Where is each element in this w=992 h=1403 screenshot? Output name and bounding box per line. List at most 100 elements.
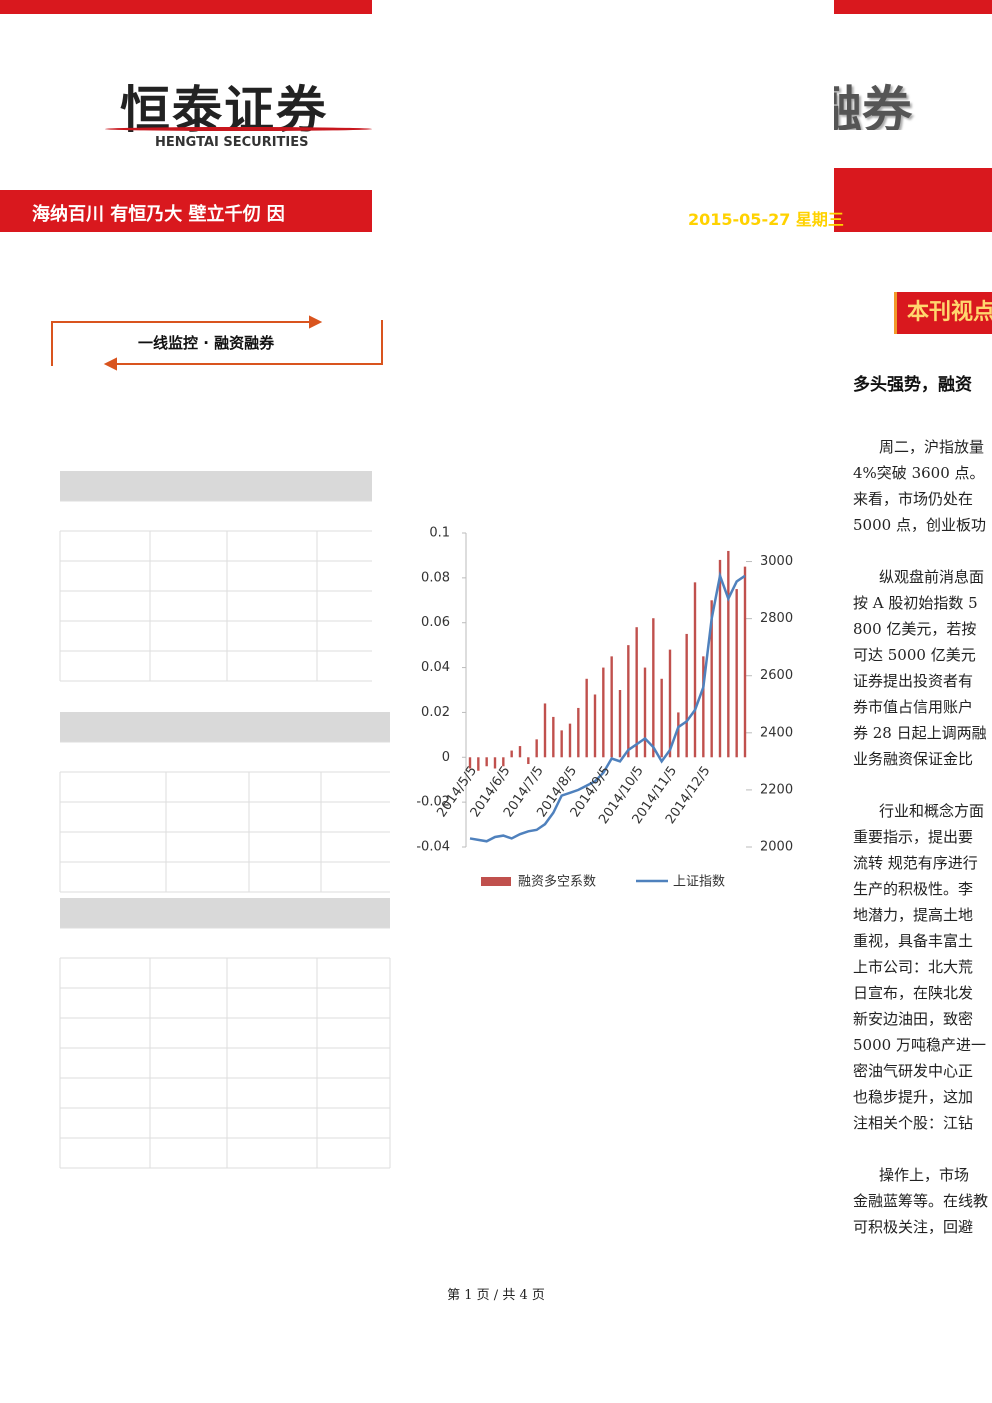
text-line: 800 亿美元，若按 [853, 620, 977, 638]
y-tick-label: 0.04 [421, 660, 450, 675]
text-line: 5000 点，创业板功 [853, 516, 986, 534]
bar [685, 633, 688, 758]
paragraph: 纵观盘前消息面按 A 股初始指数 5 800 亿美元，若按 可达 5000 亿美元证… [853, 564, 992, 772]
text-line: 新安边油田，致密 [853, 1010, 974, 1028]
text-line: 可积极关注，回避 [853, 1218, 974, 1236]
bar [643, 667, 647, 758]
y-tick-label: 0.1 [429, 526, 450, 541]
y-tick-label: -0.04 [416, 840, 450, 855]
bar [668, 649, 672, 758]
text-line: 证券提出投资者有 [853, 672, 974, 690]
paragraph: 行业和概念方面重要指示，提出要 流转 规范有序进行 生产的积极性。李 地潜力，提高土地… [853, 798, 992, 1136]
sidebar-headline: 多头强势，融资 [853, 375, 972, 395]
slogan: 海纳百川 有恒乃大 壁立千仞 因 [32, 204, 285, 225]
text-line: 注相关个股：江钻 [853, 1114, 974, 1132]
bar [610, 656, 613, 758]
bar [618, 690, 622, 758]
text-line: 流转 规范有序进行 [853, 854, 978, 872]
legend-label: 上证指数 [673, 875, 725, 890]
text-line: 生产的积极性。李 [853, 880, 974, 898]
text-line: 来看，市场仍处在 [853, 490, 974, 508]
brand-clip: 融券 [834, 70, 954, 130]
text-line: 行业和概念方面 [879, 802, 985, 820]
text-line: 纵观盘前消息面 [879, 568, 985, 586]
y-tick-label: -0.02 [416, 795, 450, 810]
paragraph: 周二，沪指放量 4%突破 3600 点。 来看，市场仍处在 5000 点，创业板功 [853, 434, 992, 538]
bar [568, 723, 572, 758]
text-line: 上市公司：北大荒 [853, 958, 974, 976]
text-line: 周二，沪指放量 [879, 438, 985, 456]
bar [585, 678, 588, 758]
date: 2015-05-27 星期三 [688, 210, 844, 229]
text-line: 日宣布，在陕北发 [853, 984, 974, 1002]
y2-tick-label: 2600 [760, 668, 793, 683]
frame-line [116, 320, 383, 365]
bar [543, 703, 547, 758]
bar [702, 656, 705, 758]
text-line: 券市值占信用账户 [853, 698, 974, 716]
bar [510, 750, 513, 758]
table-header [60, 712, 390, 742]
bar [527, 757, 530, 765]
frame-line [51, 321, 310, 366]
table-header [60, 471, 372, 501]
bar [743, 566, 747, 758]
bar [652, 618, 655, 758]
bar [552, 716, 555, 758]
bar [535, 739, 538, 758]
bar [693, 582, 697, 758]
y2-tick-label: 2000 [760, 840, 793, 855]
bar [735, 589, 738, 758]
bar [635, 627, 638, 758]
bar [727, 550, 730, 758]
bar [677, 712, 680, 758]
top-bar [0, 0, 372, 14]
table-header [60, 898, 390, 928]
line [469, 571, 746, 843]
date-band [834, 168, 992, 232]
bar [485, 757, 488, 767]
text-line: 密油气研发中心正 [853, 1062, 974, 1080]
slogan-band [0, 190, 372, 232]
bar [627, 645, 630, 758]
y2-tick-label: 2200 [760, 782, 793, 797]
bar [718, 559, 722, 758]
top-bar [834, 0, 992, 14]
footer: 第 1 页 / 共 4 页 [447, 1288, 545, 1303]
section-frame [51, 315, 383, 371]
bar [710, 600, 713, 758]
y-tick-label: 0.08 [421, 570, 450, 585]
frame-arrow [103, 357, 117, 371]
text-line: 金融蓝筹等。在线教 [853, 1192, 989, 1210]
legend-swatch [481, 877, 511, 886]
y2-tick-label: 2400 [760, 725, 793, 740]
bar [468, 757, 472, 769]
text-line: 重视，具备丰富土 [853, 932, 974, 950]
text-line: 按 A 股初始指数 5 [853, 594, 978, 612]
bar [477, 757, 480, 771]
y-tick-label: 0.02 [421, 705, 450, 720]
brand: 融券 [834, 81, 912, 130]
text-line: 券 28 日起上调两融 [853, 724, 987, 742]
bar [660, 678, 663, 758]
text-line: 可达 5000 亿美元 [853, 646, 976, 664]
y2-tick-label: 3000 [760, 554, 793, 569]
bar [518, 746, 522, 758]
bar [560, 730, 563, 758]
logo-en: HENGTAI SECURITIES [155, 135, 309, 150]
article: 周二，沪指放量 4%突破 3600 点。 来看，市场仍处在 5000 点，创业板功 纵观… [853, 434, 992, 1266]
bar [602, 667, 605, 758]
bar [593, 694, 597, 758]
y-tick-label: 0.06 [421, 615, 450, 630]
tables [59, 471, 391, 1169]
legend-label: 融资多空系数 [518, 874, 596, 890]
bar [493, 757, 497, 769]
y-tick-label: 0 [442, 750, 450, 765]
text-line: 也稳步提升，这加 [853, 1088, 974, 1106]
text-line: 重要指示，提出要 [853, 828, 974, 846]
bar [502, 757, 505, 767]
text-line: 操作上，市场 [879, 1166, 970, 1184]
text-line: 地潜力，提高土地 [853, 906, 974, 924]
